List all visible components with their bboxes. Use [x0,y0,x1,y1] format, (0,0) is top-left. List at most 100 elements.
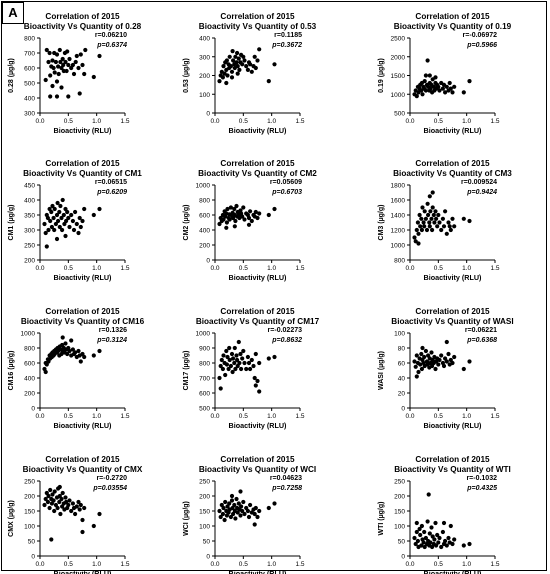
data-point [242,217,247,222]
data-point [57,209,62,215]
data-point [249,69,254,74]
y-tick-label: 400 [24,376,35,383]
x-tick-label: 1.5 [490,413,499,420]
data-point [52,227,57,233]
data-point [253,65,258,71]
data-point [42,502,47,508]
data-point [246,222,252,227]
data-point [241,348,246,354]
data-point [416,241,421,246]
data-point [225,206,230,212]
data-point [44,47,49,53]
chart-title-line1: Correlation of 2015 [415,455,490,464]
data-point [73,511,78,517]
x-tick-label: 1.0 [92,265,101,272]
data-point [467,79,472,84]
data-point [57,47,62,53]
x-tick-label: 1.0 [462,561,471,568]
chart-title-line2: Bioactivity Vs Quantity of WCI [199,465,316,474]
data-point [450,216,455,221]
y-axis-label: CM2 (µg/g) [183,205,190,241]
y-tick-label: 150 [199,509,210,516]
x-axis-label: Bioactivity (RLU) [229,126,288,135]
data-point [235,357,240,363]
data-point [220,511,225,517]
correlation-r: r=0.04623 [270,475,302,482]
data-point [63,341,68,346]
data-point [253,383,258,388]
correlation-p: p=0.8632 [271,337,302,344]
data-point [429,216,434,221]
data-point [51,498,56,503]
correlation-r: r=-0.2720 [96,475,127,482]
data-point [417,212,422,218]
y-tick-label: 100 [199,524,210,531]
data-point [228,514,233,520]
y-tick-label: 800 [199,361,210,368]
data-point [266,505,271,511]
y-tick-label: 0 [31,406,35,413]
data-point [414,227,419,233]
y-tick-label: 100 [199,92,210,99]
data-point [252,54,257,59]
data-point [240,62,245,67]
data-point [419,366,424,372]
x-tick-label: 0.5 [434,561,443,568]
data-point [443,90,448,95]
data-point [434,543,439,548]
data-point [443,538,448,544]
chart-title-line1: Correlation of 2015 [45,455,120,464]
data-point [78,502,83,508]
correlation-r: r=-0.02273 [268,327,303,334]
data-point [61,62,66,68]
data-point [253,351,258,357]
y-tick-label: 600 [199,391,210,398]
y-axis-label: 0.28 (µg/g) [8,58,15,93]
x-tick-label: 1.5 [120,413,129,420]
data-point [446,535,451,541]
chart-title-line2: Bioactivity Vs Quantity of WTI [394,465,510,474]
data-point [52,206,57,212]
y-tick-label: 350 [24,213,35,220]
data-point [420,92,425,97]
data-point [437,535,442,541]
data-point [248,62,253,67]
data-point [224,220,229,225]
data-point [46,227,51,233]
data-point [429,525,434,530]
data-point [82,505,87,511]
data-point [229,498,235,503]
x-tick-label: 1.0 [462,413,471,420]
data-point [48,73,53,78]
x-tick-label: 1.5 [120,561,129,568]
y-tick-label: 800 [24,346,35,353]
data-point [66,215,71,221]
data-point [77,91,82,96]
data-point [233,366,238,372]
data-point [91,212,96,218]
data-point [224,58,229,63]
y-tick-label: 300 [199,54,210,61]
data-point [436,212,441,218]
y-tick-label: 2000 [391,54,406,61]
correlation-p: p=0.9424 [466,189,497,196]
data-point [428,86,433,91]
data-point [230,369,235,375]
data-point [232,360,237,366]
y-tick-label: 400 [199,228,210,235]
x-tick-label: 0.5 [239,118,248,125]
y-axis-label: CMX (µg/g) [8,500,15,537]
data-point [444,359,449,364]
x-tick-label: 0.0 [405,561,414,568]
data-point [435,224,440,229]
data-point [450,360,455,366]
data-point [236,56,241,61]
data-point [234,60,239,65]
data-point [436,84,441,89]
data-point [425,519,430,524]
y-tick-label: 0 [401,554,405,561]
data-point [244,366,249,372]
data-point [226,366,231,372]
y-tick-label: 200 [199,494,210,501]
x-tick-label: 0.0 [405,118,414,125]
